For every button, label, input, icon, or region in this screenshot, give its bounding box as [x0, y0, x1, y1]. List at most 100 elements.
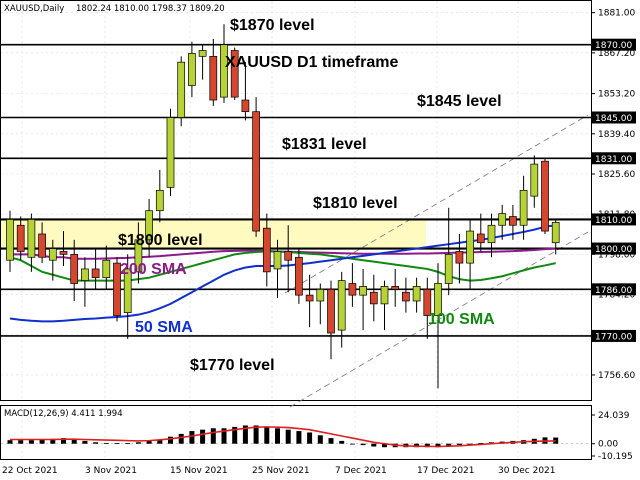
candle: [509, 204, 517, 240]
candle-body: [487, 224, 496, 244]
candle: [541, 158, 549, 234]
grid: [1, 1, 591, 459]
price-axis: 1881.001867.201853.201839.401825.601811.…: [591, 9, 636, 381]
macd-hist-bar: [114, 443, 120, 444]
level-price-label: 1786.00: [595, 286, 632, 296]
y-tick-label: 1825.60: [598, 170, 635, 180]
macd-hist-bar: [446, 443, 452, 447]
macd-hist-bar: [93, 442, 99, 444]
candle-body: [70, 254, 79, 284]
candle: [123, 254, 132, 339]
sma-lines: [9, 224, 556, 323]
candle-body: [134, 239, 143, 273]
y-tick-label: 1784.20: [598, 291, 635, 301]
candle: [16, 216, 25, 261]
candle: [81, 257, 89, 307]
macd-hist-bar: [253, 425, 259, 444]
y-tick-label: 1867.20: [598, 49, 635, 59]
candle-body: [434, 283, 442, 316]
annotation-text: $1831 level: [282, 136, 367, 153]
support-zone-fill: [1, 219, 426, 249]
level-price-tag: [592, 242, 636, 255]
macd-hist-bar: [146, 440, 152, 444]
macd-hist-bar: [28, 440, 34, 444]
candle: [166, 108, 175, 197]
candle: [466, 219, 474, 290]
candle: [434, 263, 442, 389]
candle-body: [509, 216, 517, 226]
macd-hist-bar: [456, 443, 462, 446]
annotation-text: 200 SMA: [120, 261, 187, 278]
candle-body: [188, 53, 196, 86]
candle-body: [348, 283, 357, 296]
macd-hist-bar: [18, 440, 24, 444]
candle-body: [466, 230, 474, 264]
candle: [70, 239, 79, 301]
macd-hist-bar: [200, 429, 206, 444]
trend-channel: [284, 114, 589, 408]
macd-y-label: 0.00: [598, 440, 618, 450]
macd-hist-bar: [553, 437, 559, 444]
annotation-text: $1845 level: [417, 93, 502, 110]
candle-body: [241, 99, 250, 113]
y-tick-label: 1853.20: [598, 90, 635, 100]
candle: [391, 268, 400, 307]
candle: [230, 47, 239, 101]
candle-body: [38, 233, 46, 258]
candle: [551, 219, 560, 255]
macd-hist-bar: [264, 426, 270, 444]
level-price-tag: [592, 283, 636, 296]
candle: [102, 245, 111, 290]
candle-body: [455, 251, 464, 264]
candle-body: [284, 251, 293, 261]
candle: [188, 41, 196, 98]
candle: [402, 277, 410, 313]
macd-hist-bar: [296, 431, 302, 444]
candle-body: [262, 227, 271, 273]
candle-body: [476, 233, 485, 244]
candle-body: [198, 50, 207, 57]
macd-hist-bar: [307, 432, 313, 444]
candle-body: [519, 189, 528, 226]
macd-pane-frame: [0, 405, 592, 460]
sma-line-50-sma: [9, 224, 556, 323]
x-tick-label: 15 Nov 2021: [170, 466, 228, 476]
candle: [284, 225, 293, 293]
candle: [305, 274, 314, 328]
sma-line-100-sma: [9, 250, 556, 282]
y-tick-label: 1798.00: [598, 250, 635, 260]
candle: [38, 222, 46, 264]
candle: [487, 213, 496, 258]
annotations: $1870 level XAUUSD D1 timeframe $1845 leve…: [118, 17, 502, 374]
macd-hist-bar: [424, 443, 430, 448]
candle: [27, 213, 36, 272]
macd-hist-bar: [242, 425, 248, 444]
candle: [155, 169, 164, 223]
candle: [59, 231, 68, 267]
candle: [262, 213, 271, 287]
candle: [369, 274, 378, 322]
annotation-text: $1870 level: [230, 17, 315, 34]
candle-body: [81, 268, 89, 281]
candle-body: [6, 219, 14, 261]
candle: [498, 204, 507, 240]
macd-hist-bar: [125, 443, 131, 444]
ohlc-readout: 1802.24 1810.00 1798.37 1809.20: [76, 4, 225, 14]
macd-label: MACD(12,26,9) 4.411 1.994: [4, 409, 123, 419]
x-tick-label: 25 Nov 2021: [252, 466, 310, 476]
macd-hist-bar: [275, 428, 280, 444]
candle: [252, 97, 260, 237]
candle-body: [541, 160, 549, 232]
macd-hist-bar: [382, 443, 387, 448]
candle-body: [402, 291, 410, 302]
macd-hist-bar: [7, 440, 13, 444]
candle: [91, 248, 100, 290]
level-price-tag: [592, 329, 636, 342]
level-price-label: 1810.00: [595, 216, 632, 226]
annotation-text: 100 SMA: [428, 311, 495, 328]
level-price-tag: [592, 38, 636, 51]
time-axis: 22 Oct 2021 3 Nov 2021 15 Nov 2021 25 Nov 2…: [2, 466, 556, 476]
candle: [327, 280, 335, 360]
x-tick-label: 7 Dec 2021: [335, 466, 387, 476]
